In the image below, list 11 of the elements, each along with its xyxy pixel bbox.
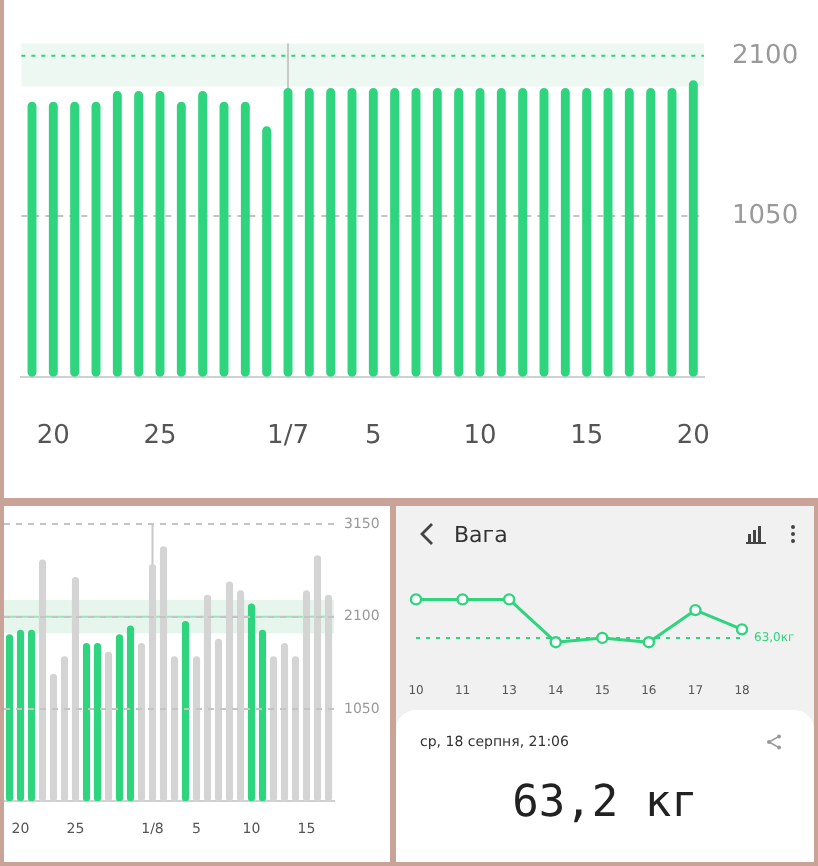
x-tick-label: 5 [365, 421, 382, 452]
y-tick-label: 2100 [732, 40, 799, 71]
x-tick-label: 20 [36, 421, 70, 452]
x-tick-label: 25 [143, 421, 177, 452]
y-tick-label: 1050 [732, 201, 799, 232]
x-tick-label: 1/7 [267, 421, 309, 452]
text: 63,2 кг [510, 778, 700, 828]
x-tick-label: 20 [676, 421, 710, 452]
chart-title: Вага [454, 521, 508, 547]
x-tick-label: 15 [570, 421, 604, 452]
x-tick-label: 10 [463, 421, 497, 452]
